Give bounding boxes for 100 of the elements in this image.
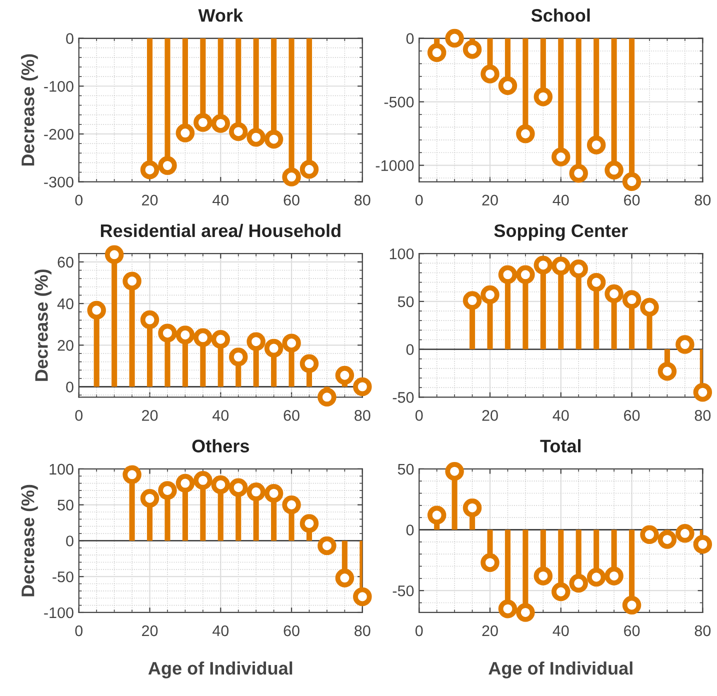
point [211, 475, 230, 494]
chart-title: School [531, 8, 590, 22]
y-tick-label: -200 [44, 128, 74, 140]
x-tick-label: 0 [415, 410, 423, 421]
x-tick-label: 40 [552, 625, 569, 636]
x-tick-label: 60 [284, 410, 300, 421]
point [246, 482, 266, 502]
x-tick-label: 80 [354, 194, 370, 206]
point [140, 160, 160, 180]
x-axis-title: Age of Individual [148, 661, 292, 678]
point [586, 272, 606, 292]
point [693, 382, 712, 402]
chart-title: Others [192, 439, 249, 452]
y-tick-label: 100 [50, 464, 74, 475]
x-tick-label: 0 [415, 194, 423, 206]
point [622, 596, 642, 615]
point [246, 332, 266, 351]
x-tick-label: 0 [75, 410, 83, 421]
x-tick-label: 80 [694, 410, 711, 421]
point [604, 566, 624, 586]
x-tick-label: 80 [354, 625, 370, 636]
point [122, 465, 142, 484]
y-tick-label: -100 [44, 81, 74, 92]
point [318, 388, 336, 407]
x-tick-label: 0 [75, 194, 83, 206]
chart-title: Total [540, 439, 581, 452]
y-tick-label: 100 [390, 248, 414, 260]
point [140, 310, 160, 330]
point [122, 272, 142, 290]
y-tick-label: 60 [58, 256, 74, 268]
x-tick-label: 80 [694, 194, 711, 206]
point [604, 160, 624, 180]
point [569, 164, 588, 183]
point [462, 291, 482, 310]
point [158, 481, 177, 500]
point [104, 245, 124, 264]
x-tick-label: 20 [482, 625, 498, 636]
x-axis-title: Age of Individual [488, 661, 632, 678]
point [586, 136, 606, 154]
point [445, 28, 464, 48]
x-tick-label: 80 [354, 410, 370, 421]
point [228, 478, 248, 497]
point [693, 534, 712, 554]
y-tick-label: -50 [392, 392, 414, 403]
point [158, 156, 177, 175]
x-tick-label: 20 [142, 410, 158, 421]
chart-title: Residential area/ Household [100, 224, 340, 238]
x-tick-label: 20 [142, 194, 158, 206]
point [462, 40, 482, 59]
point [586, 568, 606, 587]
y-axis-title: Decrease (%) [21, 484, 38, 596]
y-tick-label: 0 [406, 33, 414, 44]
point [87, 300, 106, 320]
point [622, 290, 642, 309]
point [480, 285, 500, 304]
x-tick-label: 20 [482, 194, 498, 206]
point [640, 525, 659, 544]
point [534, 566, 553, 586]
x-tick-label: 40 [212, 194, 229, 206]
point [282, 495, 301, 514]
point [211, 330, 230, 349]
point [445, 462, 464, 481]
x-tick-label: 80 [694, 625, 711, 636]
point [498, 76, 518, 96]
chart-title: Sopping Center [494, 224, 628, 241]
y-tick-label: -50 [392, 585, 414, 596]
y-tick-label: 0 [406, 524, 414, 536]
point [282, 168, 301, 186]
point [534, 87, 553, 106]
point [300, 354, 319, 374]
point [676, 335, 694, 354]
point [498, 599, 518, 618]
point [211, 114, 230, 133]
y-tick-label: 50 [398, 296, 414, 308]
point [676, 524, 694, 543]
point [176, 124, 195, 142]
point [176, 474, 195, 493]
x-tick-label: 40 [212, 410, 229, 421]
point [569, 574, 588, 593]
point [228, 122, 248, 141]
y-tick-label: 0 [66, 33, 74, 44]
point [604, 284, 624, 304]
x-tick-label: 60 [624, 194, 640, 206]
point [264, 338, 284, 358]
point [194, 471, 212, 490]
point [264, 484, 284, 503]
point [335, 366, 354, 385]
point [353, 587, 372, 606]
point [516, 603, 535, 622]
point [569, 260, 588, 278]
point [246, 128, 266, 147]
point [158, 324, 177, 342]
point [498, 265, 518, 284]
point [228, 348, 248, 366]
point [552, 256, 570, 276]
point [462, 498, 482, 518]
x-tick-label: 20 [482, 410, 498, 421]
point [194, 328, 212, 348]
point [658, 362, 677, 381]
y-tick-label: 50 [398, 464, 414, 475]
